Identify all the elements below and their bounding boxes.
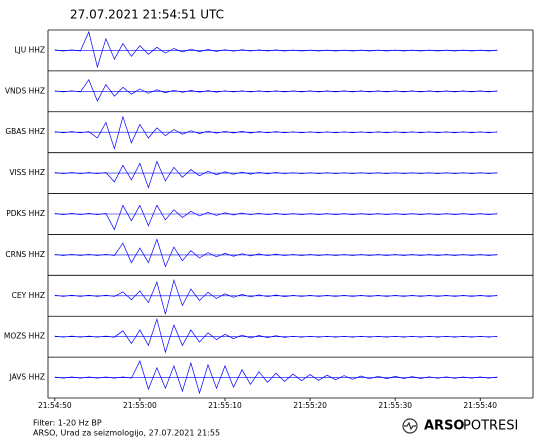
trace	[54, 317, 498, 354]
x-tick-label: 21:55:40	[463, 401, 497, 410]
logo-wave	[404, 421, 416, 431]
trace	[54, 30, 498, 69]
trace-label: GBAS HHZ	[5, 127, 45, 136]
trace	[54, 360, 498, 395]
logo: ARSO POTRESI	[402, 418, 518, 434]
trace-label: CEY HHZ	[12, 291, 45, 300]
trace-label: LJU HHZ	[14, 45, 45, 54]
trace-label: VISS HHZ	[9, 168, 45, 177]
chart-title: 27.07.2021 21:54:51 UTC	[70, 8, 224, 22]
trace-label: JAVS HHZ	[9, 373, 45, 382]
x-tick-label: 21:55:30	[378, 401, 412, 410]
trace	[54, 78, 498, 102]
filter-note: Filter: 1-20 Hz BP	[33, 419, 102, 428]
x-tick-label: 21:54:50	[38, 401, 72, 410]
trace-label: VNDS HHZ	[5, 86, 45, 95]
logo-bold: ARSO	[424, 419, 465, 434]
trace	[54, 204, 498, 231]
x-tick-label: 21:55:00	[123, 401, 157, 410]
logo-icon	[402, 418, 418, 434]
trace-label: CRNS HHZ	[5, 250, 45, 259]
credit: ARSO, Urad za seizmologijo, 27.07.2021 2…	[33, 429, 220, 438]
trace-label: PDKS HHZ	[6, 209, 45, 218]
x-tick-label: 21:55:10	[208, 401, 242, 410]
trace	[54, 160, 498, 189]
logo-text: POTRESI	[463, 419, 518, 434]
trace-label: MOZS HHZ	[4, 332, 45, 341]
trace	[54, 115, 498, 150]
trace	[54, 238, 498, 268]
x-tick-label: 21:55:20	[293, 401, 327, 410]
trace	[54, 278, 498, 315]
